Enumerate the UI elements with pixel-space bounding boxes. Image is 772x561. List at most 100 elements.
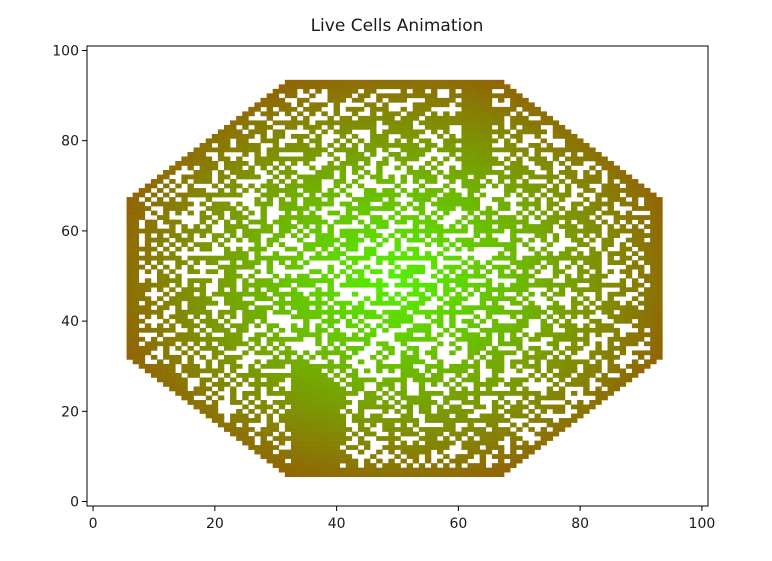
- live-cell: [126, 219, 133, 225]
- live-cell: [540, 291, 547, 297]
- live-cell: [479, 458, 487, 464]
- live-cell: [546, 436, 554, 441]
- live-cell: [449, 97, 456, 103]
- live-cell: [236, 251, 243, 257]
- live-cell: [205, 206, 213, 211]
- live-cell: [321, 129, 328, 135]
- live-cell: [449, 165, 456, 171]
- live-cell: [199, 287, 207, 293]
- live-cell: [157, 278, 164, 284]
- live-cell: [619, 255, 627, 261]
- live-cell: [461, 165, 468, 171]
- live-cell: [412, 278, 420, 284]
- live-cell: [522, 264, 529, 270]
- live-cell: [430, 124, 438, 130]
- live-cell: [619, 246, 627, 252]
- live-cell: [370, 228, 377, 234]
- live-cell: [571, 174, 578, 180]
- live-cell: [236, 372, 243, 378]
- live-cell: [211, 183, 219, 189]
- live-cell: [510, 251, 517, 257]
- live-cell: [534, 156, 541, 162]
- live-cell: [126, 327, 133, 333]
- live-cell: [424, 395, 432, 401]
- live-cell: [619, 170, 627, 175]
- live-cell: [260, 120, 267, 126]
- live-cell: [430, 354, 438, 360]
- live-cell: [528, 192, 535, 198]
- live-cell: [516, 237, 523, 243]
- live-cell: [272, 291, 280, 297]
- live-cell: [230, 269, 237, 275]
- live-cell: [345, 309, 353, 315]
- live-cell: [650, 350, 657, 356]
- live-cell: [284, 359, 292, 365]
- live-cell: [589, 206, 596, 211]
- live-cell: [449, 341, 456, 347]
- live-cell: [467, 188, 474, 193]
- live-cell: [211, 210, 219, 216]
- live-cell: [595, 264, 602, 270]
- live-cell: [406, 300, 414, 306]
- live-cell: [315, 151, 322, 157]
- live-cell: [449, 458, 456, 464]
- live-cell: [370, 391, 377, 396]
- live-cell: [577, 327, 584, 333]
- live-cell: [266, 296, 273, 302]
- live-cell: [181, 368, 188, 374]
- live-cell: [552, 264, 560, 270]
- live-cell: [430, 165, 438, 171]
- live-cell: [424, 192, 432, 198]
- live-cell: [461, 170, 468, 175]
- live-cell: [491, 318, 499, 324]
- live-cell: [528, 102, 535, 108]
- live-cell: [637, 233, 645, 238]
- live-cell: [126, 197, 133, 202]
- live-cell: [138, 206, 146, 211]
- live-cell: [376, 368, 383, 374]
- live-cell: [522, 278, 529, 284]
- live-cell: [272, 381, 280, 387]
- live-cell: [546, 363, 554, 369]
- live-cell: [242, 431, 249, 437]
- live-cell: [290, 431, 298, 437]
- live-cell: [467, 124, 474, 130]
- live-cell: [443, 463, 450, 468]
- live-cell: [303, 151, 310, 157]
- live-cell: [418, 219, 426, 225]
- live-cell: [485, 449, 493, 455]
- live-cell: [242, 233, 249, 238]
- live-cell: [625, 210, 633, 216]
- live-cell: [248, 314, 255, 320]
- live-cell: [339, 305, 347, 311]
- live-cell: [223, 251, 231, 257]
- live-cell: [571, 161, 578, 166]
- live-cell: [236, 147, 243, 153]
- live-cell: [309, 391, 316, 396]
- live-cell: [193, 170, 200, 175]
- live-cell: [351, 170, 359, 175]
- live-cell: [199, 291, 207, 297]
- live-cell: [504, 431, 511, 437]
- live-cell: [546, 174, 554, 180]
- live-cell: [284, 336, 292, 342]
- live-cell: [534, 120, 541, 126]
- live-cell: [376, 341, 383, 347]
- live-cell: [577, 269, 584, 275]
- live-cell: [376, 386, 383, 392]
- live-cell: [497, 472, 505, 477]
- live-cell: [266, 183, 273, 189]
- live-cell: [650, 224, 657, 229]
- live-cell: [290, 197, 298, 202]
- live-cell: [370, 197, 377, 202]
- live-cell: [388, 260, 395, 266]
- live-cell: [528, 363, 535, 369]
- live-cell: [266, 327, 273, 333]
- live-cell: [558, 314, 566, 320]
- live-cell: [455, 111, 462, 117]
- live-cell: [497, 282, 505, 288]
- live-cell: [376, 404, 383, 410]
- live-cell: [394, 445, 401, 450]
- live-cell: [485, 472, 493, 477]
- live-cell: [248, 111, 255, 117]
